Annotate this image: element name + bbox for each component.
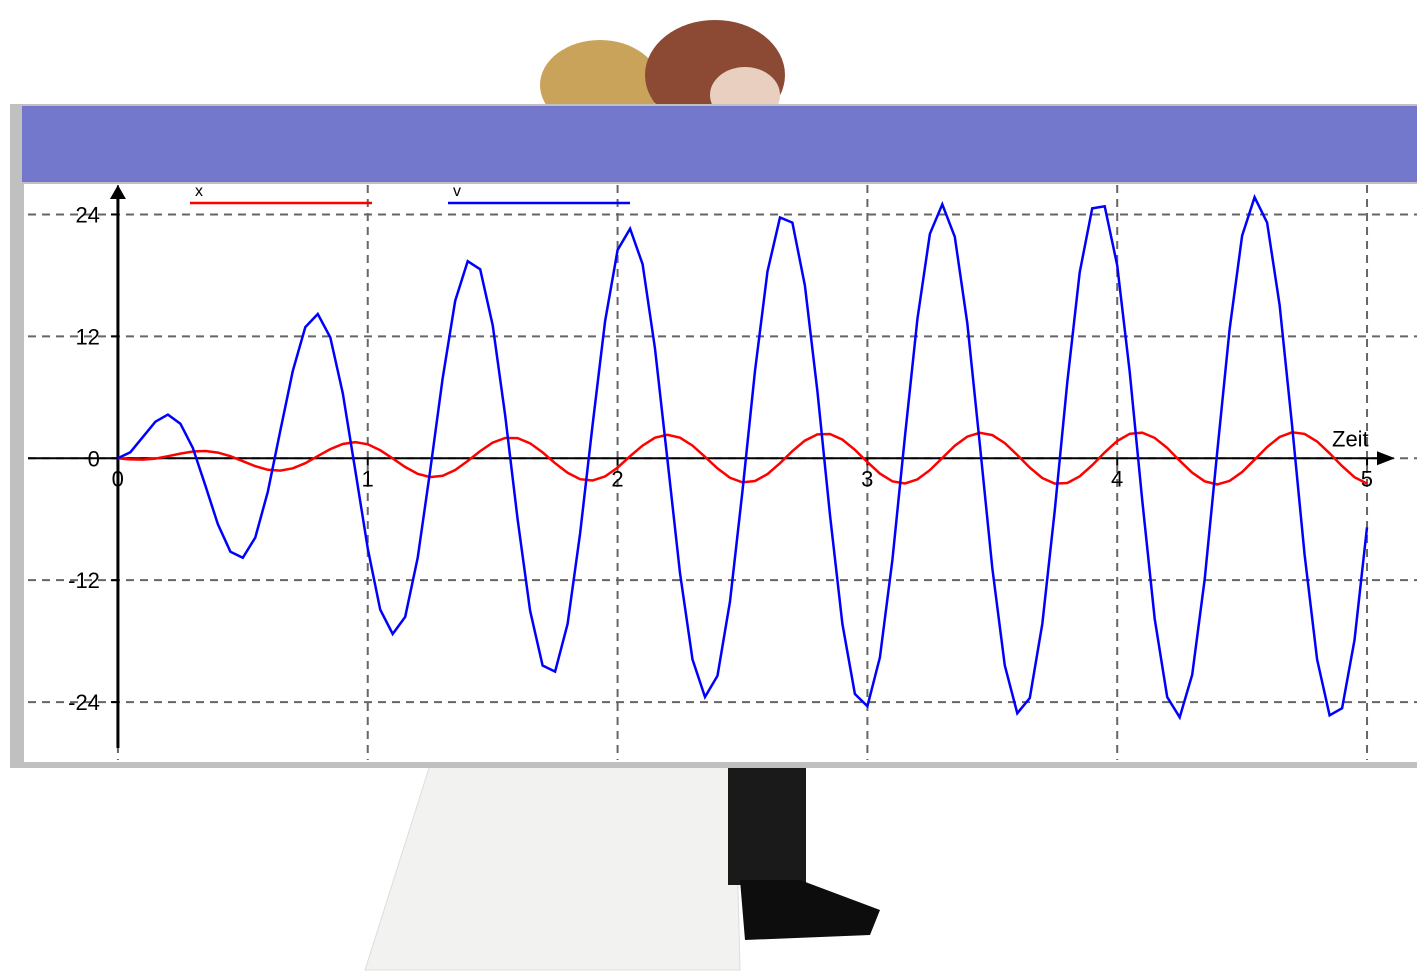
y-tick-label: 12 — [75, 324, 99, 349]
y-tick-label: -24 — [68, 690, 100, 715]
legend-label: v — [453, 183, 461, 200]
x-axis-label: Zeit — [1332, 426, 1369, 451]
x-tick-label: 4 — [1111, 466, 1123, 491]
y-tick-label: -12 — [68, 568, 100, 593]
x-tick-label: 3 — [861, 466, 873, 491]
plot-area — [24, 184, 1417, 762]
x-tick-label: 1 — [362, 466, 374, 491]
screen: -24-1201224012345Zeitxv — [0, 0, 1417, 980]
page: {"chart_data": {"type": "line", "x_label… — [0, 0, 1417, 980]
x-tick-label: 5 — [1361, 466, 1373, 491]
legend-label: x — [195, 183, 203, 200]
window-header — [22, 106, 1417, 182]
y-tick-label: 24 — [75, 202, 99, 227]
